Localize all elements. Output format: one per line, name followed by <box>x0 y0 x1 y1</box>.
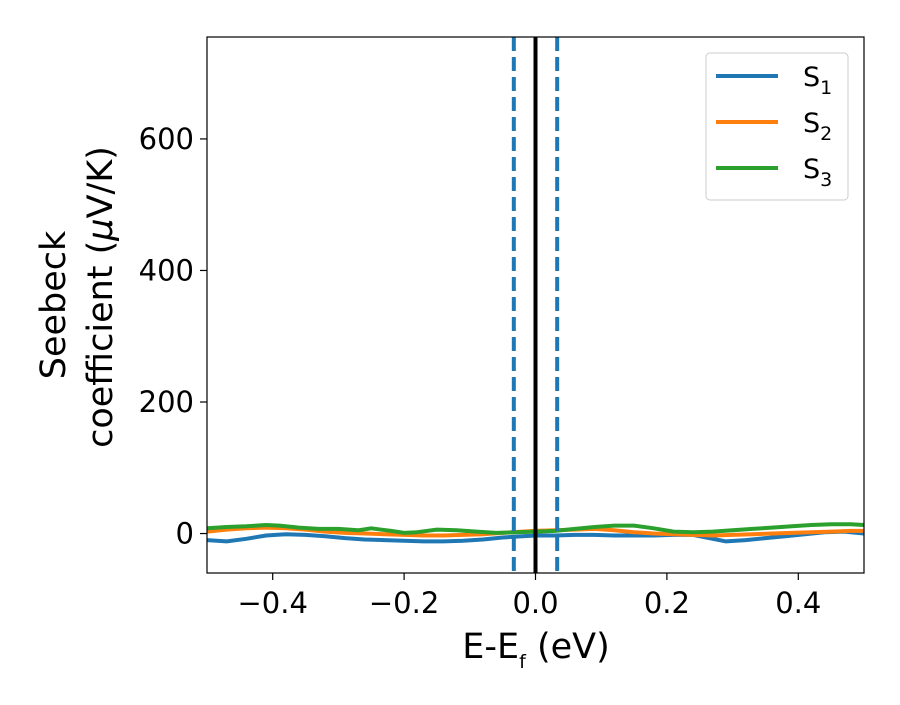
legend-box <box>705 52 849 201</box>
ticks-layer: −0.4 −0.2 0.0 0.2 0.4 0 200 400 600 <box>139 122 822 620</box>
legend-label-s1: S1 <box>803 62 832 99</box>
x-tick-label: 0.4 <box>775 586 821 620</box>
y-tick-label: 200 <box>139 385 194 419</box>
y-tick-label: 0 <box>176 517 194 551</box>
y-axis-title-unit: V/K) <box>81 146 121 218</box>
x-tick-label: −0.2 <box>369 586 439 620</box>
y-axis-title-mu: μ <box>81 218 121 241</box>
x-axis-title-main: E-E <box>462 627 519 667</box>
legend-label-s2: S2 <box>803 108 832 145</box>
x-axis-title-subscript: f <box>519 651 527 673</box>
series-line-s3 <box>207 522 864 535</box>
x-tick-label: −0.4 <box>237 586 307 620</box>
x-tick-label: 0.2 <box>644 586 690 620</box>
y-tick-label: 600 <box>139 122 194 156</box>
lines-layer <box>207 37 864 573</box>
legend-label-s3: S3 <box>803 154 832 191</box>
y-axis-title-text: coefficient ( <box>81 241 121 448</box>
x-tick-label: 0.0 <box>512 586 558 620</box>
y-axis-title-line1: Seebeck <box>34 230 74 379</box>
x-axis-title-unit: (eV) <box>526 627 610 667</box>
y-tick-label: 400 <box>139 253 194 287</box>
y-axis-title-line2: coefficient (μV/K) <box>81 146 121 448</box>
legend: S1 S2 S3 <box>705 52 849 201</box>
x-axis-title: E-Ef (eV) <box>462 627 609 673</box>
